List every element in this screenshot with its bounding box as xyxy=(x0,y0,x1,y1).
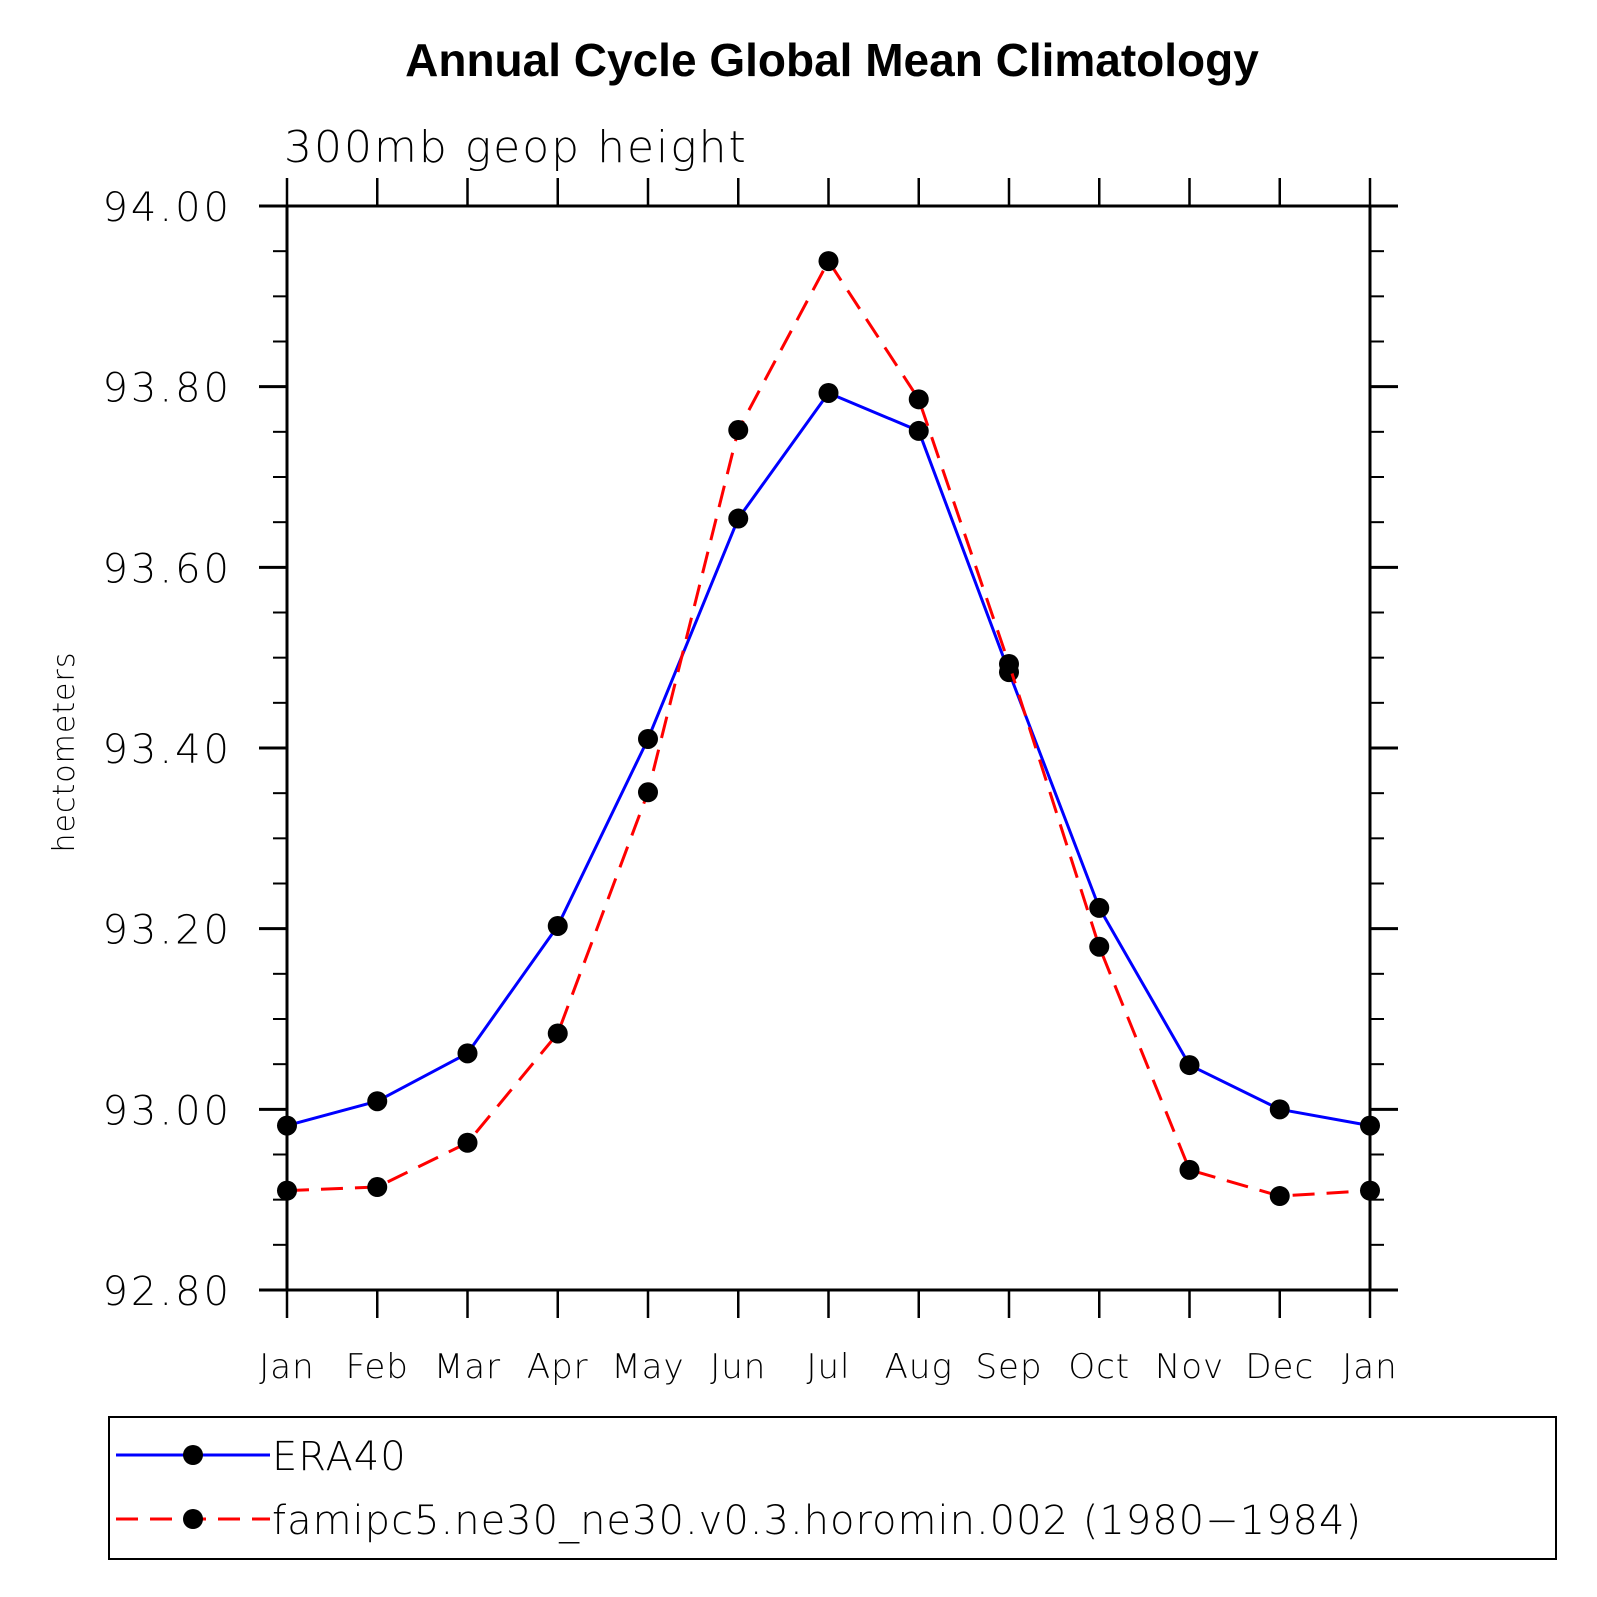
legend-marker-model xyxy=(183,1509,203,1529)
y-tick-label: 93.60 xyxy=(102,546,232,592)
y-tick-label: 93.80 xyxy=(102,366,232,412)
data-point xyxy=(1269,1186,1290,1207)
y-axis-label: hectometers xyxy=(47,652,82,853)
data-point xyxy=(367,1177,388,1198)
axis-ticks xyxy=(259,178,1398,1318)
data-point xyxy=(818,251,839,272)
legend-marker-era40 xyxy=(183,1445,203,1465)
y-tick-label: 92.80 xyxy=(102,1269,232,1315)
x-tick-label: Apr xyxy=(527,1347,589,1387)
data-point xyxy=(638,782,658,803)
x-tick-label: Jan xyxy=(259,1347,314,1387)
data-point xyxy=(457,1043,478,1064)
plot-frame xyxy=(285,204,1372,1292)
x-tick-label: May xyxy=(611,1347,684,1387)
y-tick-label: 94.00 xyxy=(102,185,232,231)
data-point xyxy=(638,728,658,749)
data-point xyxy=(457,1132,478,1153)
data-point xyxy=(1089,897,1110,918)
x-tick-label: Nov xyxy=(1155,1347,1224,1387)
legend-item-era40: ERA40 xyxy=(116,1434,407,1480)
x-tick-label: Jan xyxy=(1342,1347,1397,1387)
data-point xyxy=(547,915,568,936)
x-tick-labels: Jan Feb Mar Apr May Jun Jul Aug Sep Oct Nov Dec Jan xyxy=(259,1347,1397,1387)
data-point xyxy=(728,508,749,529)
legend-label-model: famipc5.ne30_ne30.v0.3.horomin.002 (1980… xyxy=(272,1498,1362,1544)
legend-item-model: famipc5.ne30_ne30.v0.3.horomin.002 (1980… xyxy=(116,1498,1362,1544)
x-tick-label: Feb xyxy=(346,1347,409,1387)
y-tick-label: 93.40 xyxy=(102,727,232,773)
series-era40 xyxy=(277,382,1380,1136)
data-point xyxy=(367,1091,388,1112)
legend: ERA40 famipc5.ne30_ne30.v0.3.horomin.002… xyxy=(108,1416,1557,1560)
data-point xyxy=(999,653,1019,674)
data-point xyxy=(908,389,929,410)
data-point xyxy=(1089,936,1110,957)
data-point xyxy=(1269,1099,1290,1120)
x-tick-label: Jun xyxy=(710,1347,766,1387)
data-point xyxy=(728,420,749,441)
x-tick-label: Dec xyxy=(1245,1347,1314,1387)
x-tick-label: Mar xyxy=(434,1347,501,1387)
data-point xyxy=(1179,1055,1200,1076)
x-tick-label: Aug xyxy=(885,1347,953,1387)
x-tick-label: Sep xyxy=(975,1347,1042,1387)
series-line xyxy=(286,391,1371,1128)
x-tick-label: Oct xyxy=(1068,1347,1130,1387)
data-point xyxy=(908,420,929,441)
legend-box xyxy=(108,1416,1557,1560)
data-point xyxy=(818,382,839,403)
legend-label-era40: ERA40 xyxy=(272,1434,407,1480)
y-tick-labels: 92.80 93.00 93.20 93.40 93.60 93.80 94.00 xyxy=(102,185,232,1315)
data-point xyxy=(547,1023,568,1044)
y-tick-label: 93.00 xyxy=(102,1088,232,1134)
x-tick-label: Jul xyxy=(806,1347,850,1387)
chart-subtitle: 300mb geop height xyxy=(284,122,748,173)
series-layer xyxy=(277,251,1380,1207)
chart-title: Annual Cycle Global Mean Climatology xyxy=(405,34,1259,86)
y-tick-label: 93.20 xyxy=(102,908,232,954)
data-point xyxy=(1179,1159,1200,1180)
